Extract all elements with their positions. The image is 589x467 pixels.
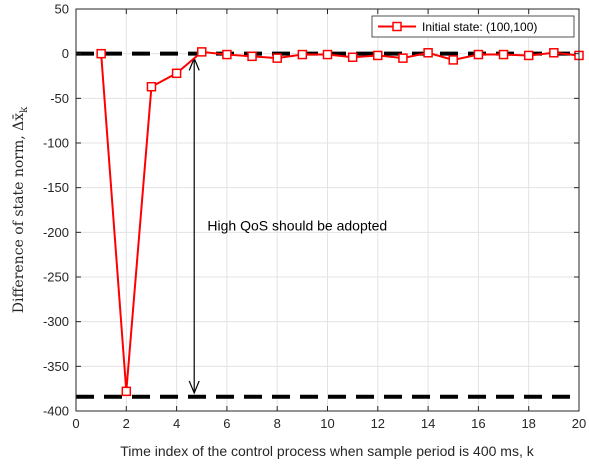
annotation-text-0: High QoS should be adopted [207, 218, 387, 234]
data-point-0-5 [222, 49, 232, 60]
y-tick-label-1: 0 [62, 46, 69, 61]
data-point-0-1 [121, 386, 132, 397]
y-axis-title-subscript: k [19, 106, 30, 113]
data-point-0-8 [297, 49, 308, 60]
data-point-0-14 [448, 55, 458, 65]
data-point-0-18 [549, 48, 559, 58]
legend-label: Initial state: (100,100) [422, 20, 537, 34]
x-tick-label-4: 8 [274, 416, 281, 431]
data-point-0-17 [523, 50, 534, 61]
y-axis-title: Difference of state norm, Δx̄k [11, 106, 30, 313]
x-tick-label-7: 14 [421, 416, 435, 431]
y-tick-label-5: -200 [43, 225, 69, 240]
x-tick-label-8: 16 [471, 416, 485, 431]
y-tick-label-9: -400 [43, 404, 69, 419]
legend-marker-sample [392, 21, 402, 32]
legend: Initial state: (100,100) [371, 15, 575, 38]
data-point-0-3 [171, 68, 182, 79]
y-tick-label-2: -50 [50, 91, 69, 106]
x-tick-label-10: 20 [572, 416, 586, 431]
data-point-0-6 [247, 51, 257, 62]
data-point-0-9 [322, 49, 333, 60]
data-point-0-10 [347, 52, 358, 62]
data-point-0-0 [96, 48, 106, 59]
y-axis-title-main: Difference of state norm, Δx̄ [11, 113, 27, 314]
x-tick-label-2: 4 [173, 416, 180, 431]
annotations: High QoS should be adopted [207, 218, 387, 234]
y-axis-title-group: Difference of state norm, Δx̄k [11, 106, 30, 313]
data-point-0-15 [473, 49, 484, 60]
y-tick-label-4: -150 [43, 180, 69, 195]
x-tick-label-3: 6 [223, 416, 230, 431]
y-tick-label-0: 50 [55, 2, 69, 17]
y-tick-label-6: -250 [43, 270, 69, 285]
x-axis-title: Time index of the control process when s… [120, 443, 534, 459]
x-tick-label-5: 10 [320, 416, 334, 431]
data-point-0-4 [197, 47, 207, 57]
x-tick-label-1: 2 [123, 416, 130, 431]
x-tick-label-6: 12 [371, 416, 385, 431]
arrow-head-down [188, 380, 200, 395]
axis-ticks: 0 2 4 6 8 10 12 14 16 18 20 50 0 -50 -100 -150 -200 -250 -… [43, 2, 586, 432]
y-tick-label-8: -350 [43, 359, 69, 374]
y-tick-label-3: -100 [43, 136, 69, 151]
data-point-0-2 [146, 81, 157, 92]
x-tick-label-9: 18 [521, 416, 535, 431]
data-point-0-13 [423, 48, 433, 58]
data-point-0-11 [373, 50, 383, 61]
y-tick-label-7: -300 [43, 314, 69, 329]
x-tick-label-0: 0 [72, 416, 79, 431]
data-point-0-12 [398, 53, 408, 63]
data-point-0-7 [272, 53, 282, 63]
data-point-0-16 [498, 49, 509, 60]
legend-box [371, 15, 575, 38]
